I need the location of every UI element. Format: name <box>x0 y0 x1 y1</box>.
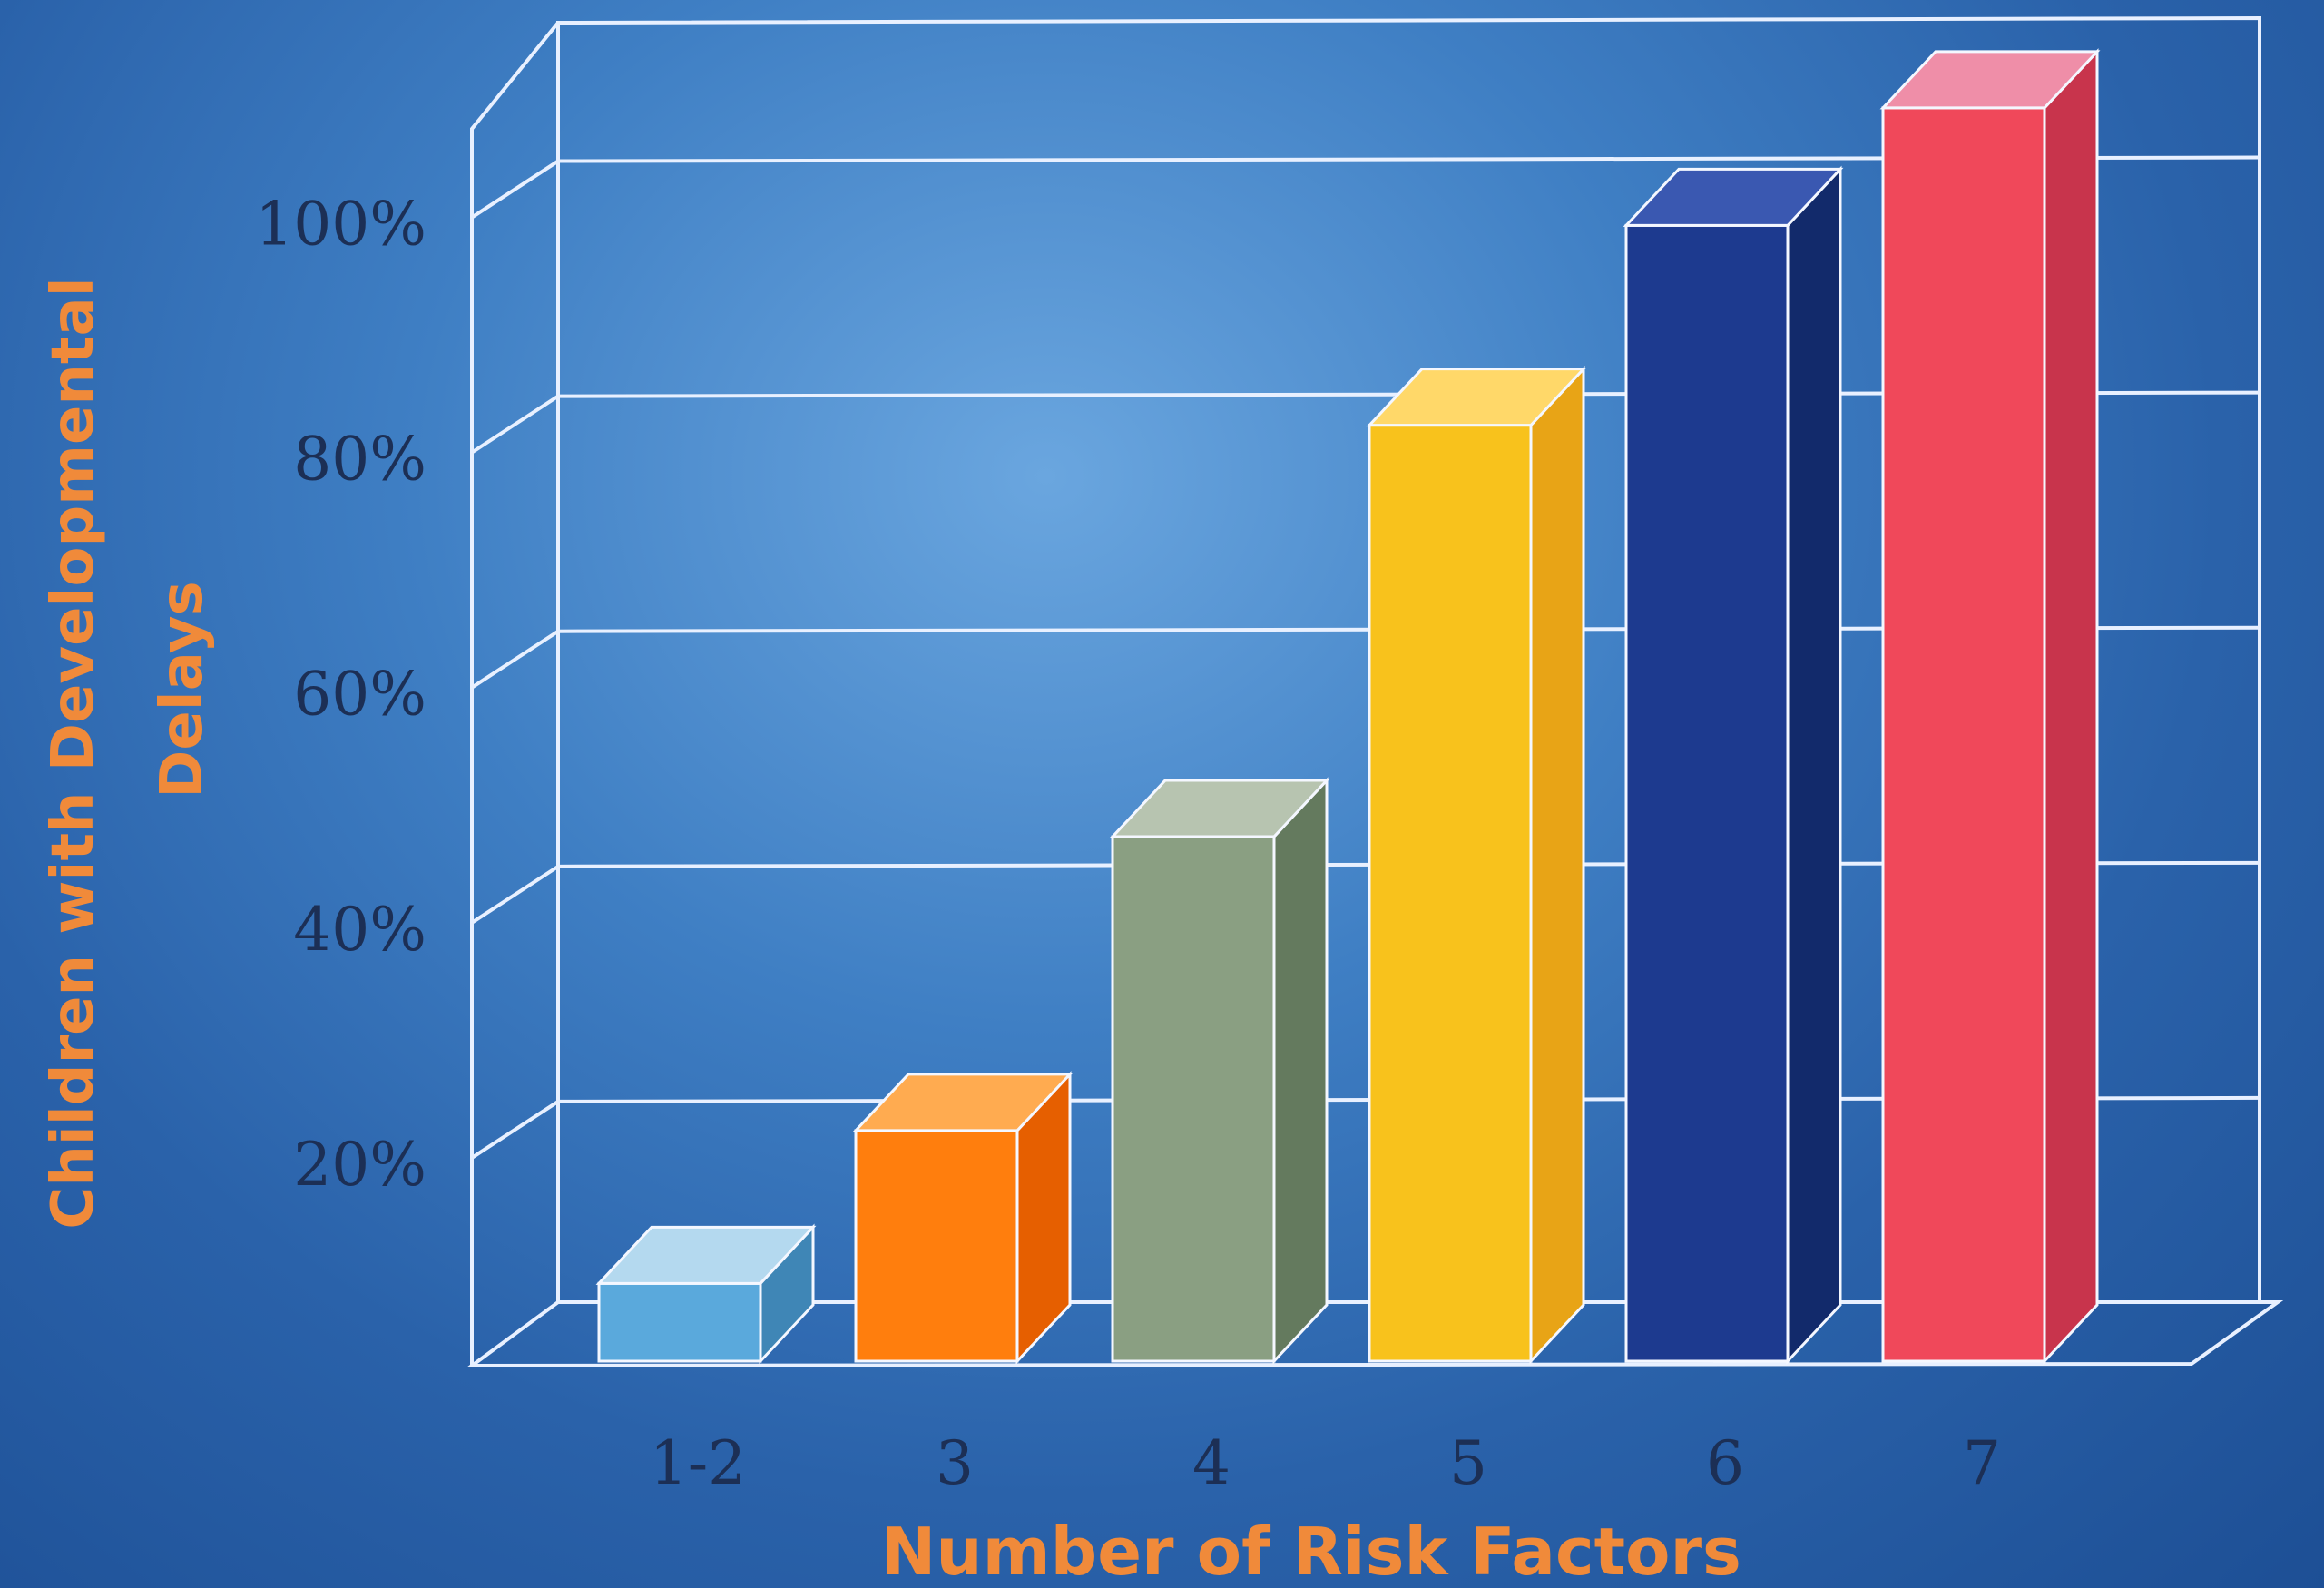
x-tick-labels: 1-2 3 4 5 6 7 <box>650 1428 2001 1498</box>
bar-front <box>1111 835 1276 1363</box>
bar-side <box>1786 165 1842 1365</box>
bar-3 <box>852 1071 1074 1365</box>
y-tick-labels: 20% 40% 60% 80% 100% <box>255 190 427 1200</box>
y-axis-title-line-1: Children with Developmental <box>40 277 107 1229</box>
bar-top <box>1879 50 2101 110</box>
y-tick-label: 100% <box>255 190 427 260</box>
left-wall <box>470 21 560 1366</box>
bar-side <box>2043 48 2099 1365</box>
x-tick-label: 7 <box>1963 1428 2001 1498</box>
bar-4 <box>1109 777 1330 1365</box>
bar-front <box>1368 424 1533 1363</box>
y-tick-label: 80% <box>293 425 427 495</box>
x-tick-label: 1-2 <box>650 1428 746 1498</box>
x-axis-title: Number of Risk Factors <box>881 1514 1741 1588</box>
bar-top <box>1109 779 1330 838</box>
y-tick-label: 40% <box>293 895 427 965</box>
bar-7 <box>1879 48 2101 1365</box>
bar-side <box>1272 777 1329 1365</box>
bar-top <box>1366 368 1587 427</box>
bar-top <box>595 1225 817 1285</box>
floor <box>466 1300 2284 1368</box>
back-wall <box>556 15 2261 1302</box>
bar-6 <box>1623 165 1844 1365</box>
x-tick-label: 4 <box>1192 1428 1231 1498</box>
bar-top <box>852 1073 1074 1132</box>
x-tick-label: 5 <box>1449 1428 1487 1498</box>
gridline <box>470 155 2260 220</box>
y-tick-label: 60% <box>293 660 427 730</box>
bar-front <box>1881 106 2046 1363</box>
x-tick-label: 3 <box>936 1428 974 1498</box>
x-tick-label: 6 <box>1706 1428 1744 1498</box>
y-tick-label: 20% <box>293 1130 427 1200</box>
bars <box>595 48 2101 1365</box>
grid-layer <box>466 15 2284 1368</box>
bar-front <box>597 1281 762 1363</box>
bar-top <box>1623 167 1844 227</box>
y-axis-title-line-2: Delays <box>149 581 216 799</box>
bar-side <box>1529 365 1585 1365</box>
y-axis-title: Children with Developmental Delays <box>40 277 216 1229</box>
bar-front <box>1624 223 1790 1363</box>
bar-front <box>854 1129 1019 1363</box>
bar-1-2 <box>595 1223 817 1365</box>
bar-5 <box>1366 365 1587 1365</box>
